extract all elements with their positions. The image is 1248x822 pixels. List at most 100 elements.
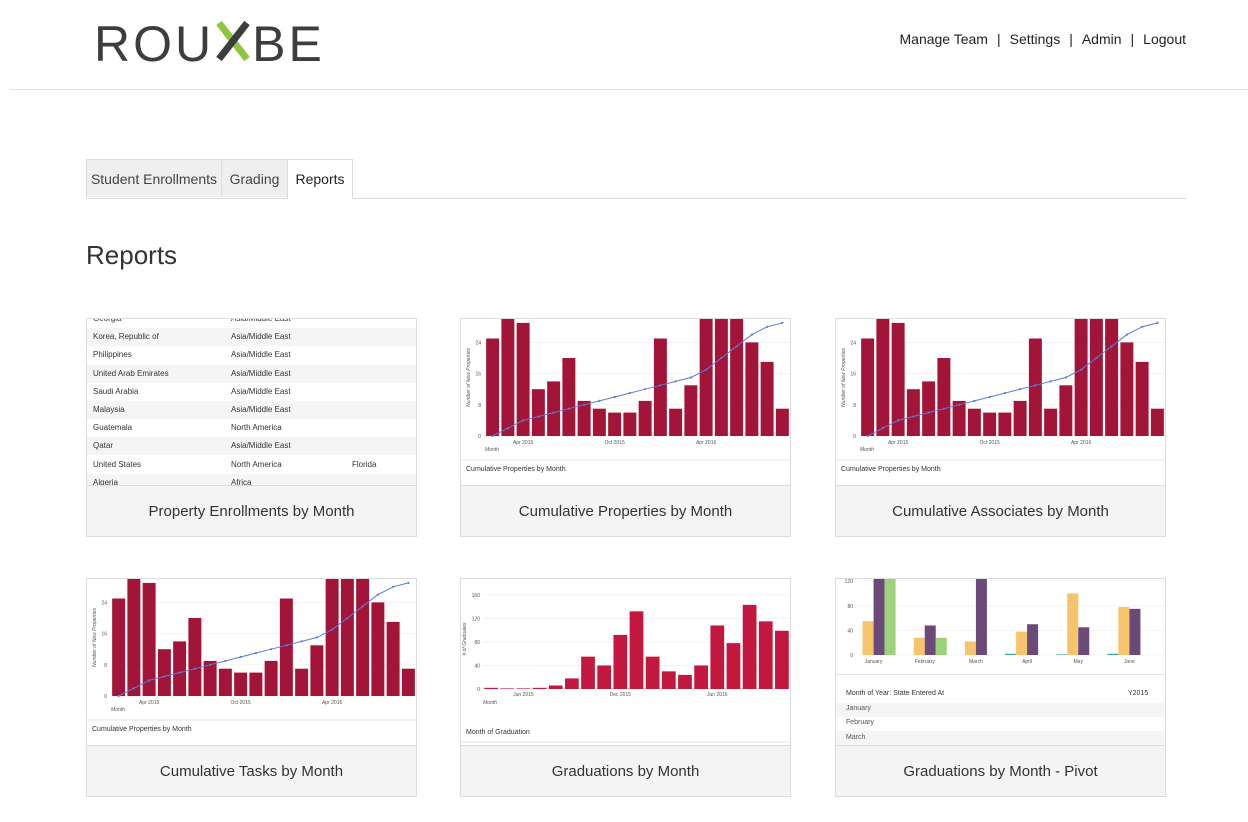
line-point — [1141, 325, 1144, 328]
table-row: Philippines Asia/Middle East — [87, 346, 416, 364]
y-tick-label: 0 — [850, 653, 853, 659]
x-tick-label: Apr 2016 — [1071, 440, 1092, 446]
series-line — [867, 322, 1158, 437]
line-point — [1156, 321, 1159, 324]
line-point — [193, 667, 196, 670]
bar — [1027, 624, 1039, 655]
report-card-cumulative-properties[interactable]: 0 8 16 24 Apr 2015 Oct 2015 Apr 2016 Month Numbe… — [460, 318, 791, 537]
bar — [1044, 408, 1058, 436]
line-point — [958, 403, 961, 406]
x-tick-label: Apr 2016 — [696, 440, 717, 446]
line-point — [628, 392, 631, 395]
line-point — [781, 321, 784, 324]
report-card-cumulative-associates[interactable]: 0 8 16 24 Apr 2015 Oct 2015 Apr 2016 Month Numbe… — [835, 318, 1166, 537]
line-point — [331, 628, 334, 631]
bar — [1150, 408, 1164, 436]
x-tick-label: April — [1022, 659, 1032, 665]
pivot-row-label: March — [846, 734, 866, 741]
table-row: United States North America Florida — [87, 456, 416, 474]
line-point — [552, 411, 555, 414]
bar — [937, 358, 951, 436]
bar — [922, 381, 936, 436]
table-cell: United States — [93, 459, 142, 469]
bar — [742, 604, 757, 689]
report-card-title[interactable]: Cumulative Properties by Month — [461, 485, 790, 536]
table-cell: Asia/Middle East — [231, 386, 291, 396]
bar — [592, 408, 606, 436]
bar — [629, 611, 644, 689]
table-row: Qatar Asia/Middle East — [87, 437, 416, 456]
bar — [386, 621, 400, 696]
table-cell: Guatemala — [93, 423, 133, 433]
nav-admin[interactable]: Admin — [1081, 31, 1122, 47]
rouxbe-logo[interactable]: ROU BE — [94, 16, 325, 72]
y-tick-label: 16 — [475, 372, 481, 378]
line-point — [1064, 376, 1067, 379]
y-tick-label: 0 — [104, 694, 107, 700]
x-tick-label: Oct 2015 — [604, 440, 625, 446]
report-card-graduations[interactable]: 0 40 80 120 160 Jun 2015 Dec 2015 Jun 2016 Month… — [460, 578, 791, 797]
line-point — [178, 671, 181, 674]
bar — [1107, 653, 1119, 655]
line-point — [583, 403, 586, 406]
pivot-row-label: February — [846, 719, 875, 726]
bar — [967, 408, 981, 436]
x-tick-label: June — [1124, 659, 1135, 665]
tab-reports[interactable]: Reports — [287, 159, 353, 199]
bar — [1056, 654, 1068, 655]
nav-logout[interactable]: Logout — [1143, 31, 1186, 47]
line-point — [866, 434, 869, 438]
nav-manage-team[interactable]: Manage Team — [899, 31, 988, 47]
bar — [1078, 627, 1090, 655]
line-point — [361, 605, 364, 608]
table-cell: Malaysia — [93, 405, 125, 414]
report-card-graduations-pivot[interactable]: 0 40 80 120 January February March April May June… — [835, 578, 1166, 797]
bar — [726, 643, 741, 689]
tab-student-enrollments[interactable]: Student Enrollments — [86, 159, 222, 197]
bar — [1028, 338, 1042, 436]
table-cell: Qatar — [93, 441, 114, 451]
bar — [234, 672, 248, 696]
bar — [861, 338, 875, 436]
line-point — [300, 640, 303, 643]
pivot-header-year: Y2015 — [1128, 690, 1149, 697]
y-tick-label: 120 — [845, 579, 854, 585]
bar — [760, 361, 774, 436]
y-tick-label: 8 — [478, 403, 481, 409]
bar — [264, 660, 278, 696]
report-card-title[interactable]: Cumulative Associates by Month — [836, 485, 1165, 536]
nav-settings[interactable]: Settings — [1009, 31, 1061, 47]
series-line — [118, 582, 409, 697]
top-nav: Manage Team | Settings | Admin | Logout — [900, 31, 1187, 47]
bar — [678, 674, 692, 689]
line-point — [973, 399, 976, 402]
y-tick-label: 16 — [101, 632, 107, 638]
table-cell: North America — [231, 459, 282, 469]
line-point — [1125, 333, 1128, 336]
table-row: Korea, Republic of Asia/Middle East — [87, 328, 416, 347]
y-axis-label: Number of New Properties — [92, 608, 98, 667]
bar — [577, 400, 591, 436]
chart-footer-label: Month of Graduation — [466, 729, 530, 736]
report-card-cumulative-tasks[interactable]: 0 8 16 24 Apr 2015 Oct 2015 Apr 2016 Month Numbe… — [86, 578, 417, 797]
table-row: Guatemala North America — [87, 419, 416, 437]
report-card-title[interactable]: Property Enrollments by Month — [87, 485, 416, 536]
report-card-title[interactable]: Cumulative Tasks by Month — [87, 745, 416, 796]
report-card-title[interactable]: Graduations by Month — [461, 745, 790, 796]
pivot-header-label: Month of Year: State Entered At — [846, 690, 945, 697]
report-card-title[interactable]: Graduations by Month - Pivot — [836, 745, 1165, 796]
nav-separator: | — [1130, 31, 1135, 47]
line-point — [254, 652, 257, 655]
table-cell: Asia/Middle East — [231, 405, 291, 414]
bar — [1067, 593, 1079, 655]
line-point — [537, 415, 540, 418]
bar — [1016, 631, 1028, 655]
bar — [1120, 342, 1134, 436]
line-point — [392, 585, 395, 588]
table-cell: Asia/Middle East — [231, 441, 291, 451]
report-card-property-enrollments[interactable]: GeorgiaAsia/Middle EastKorea, Republic o… — [86, 318, 417, 537]
bar — [1074, 319, 1088, 436]
line-point — [912, 415, 915, 418]
tab-grading[interactable]: Grading — [221, 159, 288, 197]
y-tick-label: 24 — [475, 340, 481, 346]
